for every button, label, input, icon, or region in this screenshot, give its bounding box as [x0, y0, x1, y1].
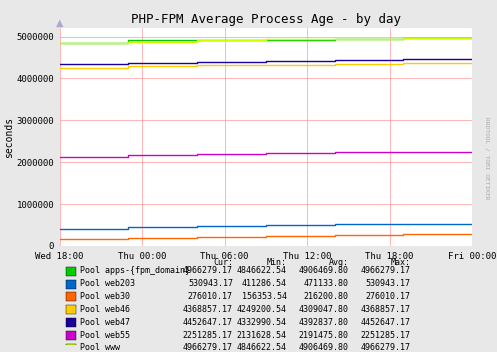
Text: 4846622.54: 4846622.54 [237, 266, 287, 275]
Title: PHP-FPM Average Process Age - by day: PHP-FPM Average Process Age - by day [131, 13, 401, 26]
Text: 4906469.80: 4906469.80 [298, 266, 348, 275]
Text: Pool www: Pool www [81, 344, 120, 352]
Text: Cur:: Cur: [213, 258, 233, 267]
Text: Pool web47: Pool web47 [81, 318, 130, 327]
FancyBboxPatch shape [66, 305, 76, 314]
Text: Pool web203: Pool web203 [81, 279, 135, 288]
Text: 4966279.17: 4966279.17 [360, 266, 411, 275]
Text: 4249200.54: 4249200.54 [237, 305, 287, 314]
FancyBboxPatch shape [66, 344, 76, 352]
Text: 4906469.80: 4906469.80 [298, 344, 348, 352]
FancyBboxPatch shape [66, 267, 76, 276]
Text: 276010.17: 276010.17 [365, 292, 411, 301]
Text: 530943.17: 530943.17 [365, 279, 411, 288]
Text: Max:: Max: [390, 258, 411, 267]
Text: Pool web55: Pool web55 [81, 331, 130, 340]
Y-axis label: seconds: seconds [3, 117, 14, 158]
Text: Pool web30: Pool web30 [81, 292, 130, 301]
Text: Min:: Min: [266, 258, 287, 267]
Text: Pool apps-{fpm_domain}: Pool apps-{fpm_domain} [81, 266, 190, 275]
Text: 156353.54: 156353.54 [242, 292, 287, 301]
Text: 4309047.80: 4309047.80 [298, 305, 348, 314]
Text: 4392837.80: 4392837.80 [298, 318, 348, 327]
FancyBboxPatch shape [66, 279, 76, 289]
Text: 4966279.17: 4966279.17 [183, 344, 233, 352]
Text: 2251285.17: 2251285.17 [183, 331, 233, 340]
Text: 4452647.17: 4452647.17 [183, 318, 233, 327]
Text: 4452647.17: 4452647.17 [360, 318, 411, 327]
Text: 276010.17: 276010.17 [188, 292, 233, 301]
Text: 530943.17: 530943.17 [188, 279, 233, 288]
Text: 4332990.54: 4332990.54 [237, 318, 287, 327]
Text: 216200.80: 216200.80 [303, 292, 348, 301]
Text: 471133.80: 471133.80 [303, 279, 348, 288]
Text: 2251285.17: 2251285.17 [360, 331, 411, 340]
FancyBboxPatch shape [66, 293, 76, 301]
Text: 4846622.54: 4846622.54 [237, 344, 287, 352]
Text: 4966279.17: 4966279.17 [183, 266, 233, 275]
Text: 4966279.17: 4966279.17 [360, 344, 411, 352]
FancyBboxPatch shape [66, 318, 76, 327]
Text: 411286.54: 411286.54 [242, 279, 287, 288]
Text: ▲: ▲ [56, 18, 64, 28]
Text: Avg:: Avg: [329, 258, 348, 267]
Text: 2191475.80: 2191475.80 [298, 331, 348, 340]
Text: Pool web46: Pool web46 [81, 305, 130, 314]
Text: RRDTOOL / TOBI OETIKER: RRDTOOL / TOBI OETIKER [485, 117, 490, 200]
Text: 4368857.17: 4368857.17 [360, 305, 411, 314]
Text: 2131628.54: 2131628.54 [237, 331, 287, 340]
Text: 4368857.17: 4368857.17 [183, 305, 233, 314]
FancyBboxPatch shape [66, 331, 76, 340]
